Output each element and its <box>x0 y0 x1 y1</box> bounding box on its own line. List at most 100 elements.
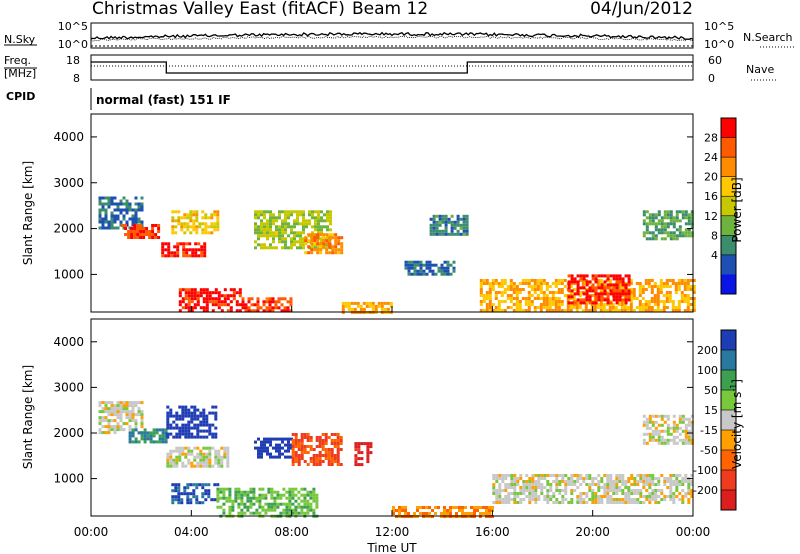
heatmap-cell <box>515 297 519 300</box>
heatmap-cell <box>180 228 184 232</box>
heatmap-cell <box>116 410 120 414</box>
heatmap-cell <box>675 474 679 477</box>
heatmap-cell <box>648 432 652 436</box>
heatmap-cell <box>659 288 663 291</box>
heatmap-cell <box>195 228 199 232</box>
heatmap-cell <box>157 230 161 233</box>
heatmap-cell <box>176 242 180 246</box>
heatmap-cell <box>615 483 619 486</box>
heatmap-cell <box>657 435 661 439</box>
heatmap-cell <box>166 414 170 418</box>
heatmap-cell <box>576 480 580 483</box>
heatmap-cell <box>515 300 519 303</box>
range-tick-label: 2000 <box>53 222 84 236</box>
heatmap-cell <box>222 496 226 500</box>
heatmap-cell <box>398 512 401 515</box>
heatmap-cell <box>521 279 525 282</box>
heatmap-cell <box>337 251 341 255</box>
heatmap-cell <box>561 480 565 483</box>
heatmap-cell <box>536 294 540 297</box>
heatmap-cell <box>198 501 202 505</box>
heatmap-cell <box>506 297 510 300</box>
heatmap-cell <box>690 489 694 492</box>
heatmap-cell <box>281 234 284 238</box>
heatmap-cell <box>582 498 586 501</box>
heatmap-cell <box>555 474 559 477</box>
heatmap-cell <box>449 512 452 515</box>
heatmap-cell <box>536 288 540 291</box>
heatmap-cell <box>516 492 520 495</box>
heatmap-cell <box>683 288 687 291</box>
heatmap-cell <box>166 426 170 430</box>
heatmap-cell <box>440 263 444 267</box>
heatmap-cell <box>186 222 190 226</box>
heatmap-cell <box>539 306 543 309</box>
heatmap-cell <box>110 410 114 414</box>
heatmap-cell <box>275 449 278 453</box>
heatmap-cell <box>651 474 655 477</box>
colorbar-segment <box>721 235 736 256</box>
heatmap-cell <box>171 501 175 505</box>
heatmap-cell <box>136 227 140 230</box>
velocity-colorbar-label-end: ] <box>730 379 744 384</box>
heatmap-cell <box>269 455 272 459</box>
heatmap-cell <box>651 483 655 486</box>
heatmap-cell <box>288 511 292 515</box>
heatmap-cell <box>531 480 535 483</box>
heatmap-cell <box>217 458 221 462</box>
heatmap-cell <box>196 429 200 433</box>
heatmap-cell <box>524 282 528 285</box>
heatmap-cell <box>594 483 598 486</box>
heatmap-cell <box>171 219 175 223</box>
heatmap-cell <box>635 282 639 285</box>
heatmap-cell <box>645 423 649 427</box>
heatmap-cell <box>540 492 544 495</box>
heatmap-cell <box>297 496 301 500</box>
heatmap-cell <box>302 240 305 244</box>
heatmap-cell <box>684 477 688 480</box>
heatmap-cell <box>177 495 181 499</box>
heatmap-cell <box>588 498 592 501</box>
heatmap-cell <box>401 509 404 512</box>
heatmap-cell <box>110 428 114 432</box>
heatmap-cell <box>495 492 499 495</box>
heatmap-cell <box>229 294 233 298</box>
heatmap-cell <box>308 210 311 214</box>
heatmap-cell <box>425 266 429 270</box>
heatmap-cell <box>485 309 489 312</box>
heatmap-cell <box>462 232 466 236</box>
heatmap-cell <box>542 291 546 294</box>
heatmap-cell <box>186 495 190 499</box>
heatmap-cell <box>151 224 155 227</box>
heatmap-cell <box>260 222 263 226</box>
heatmap-cell <box>558 492 562 495</box>
heatmap-cell <box>639 501 643 504</box>
heatmap-cell <box>545 306 549 309</box>
heatmap-cell <box>606 489 610 492</box>
heatmap-cell <box>567 301 571 305</box>
heatmap-cell <box>521 288 525 291</box>
heatmap-cell <box>446 263 450 267</box>
heatmap-cell <box>435 232 439 236</box>
heatmap-cell <box>198 225 202 229</box>
heatmap-cell <box>175 446 179 450</box>
heatmap-cell <box>257 437 260 441</box>
heatmap-cell <box>687 417 691 421</box>
heatmap-cell <box>284 222 287 226</box>
heatmap-cell <box>307 233 311 237</box>
heatmap-cell <box>530 303 534 306</box>
heatmap-cell <box>506 285 510 288</box>
heatmap-cell <box>516 501 520 504</box>
heatmap-cell <box>303 511 307 515</box>
heatmap-cell <box>455 506 458 509</box>
heatmap-cell <box>139 224 143 227</box>
heatmap-cell <box>226 303 230 307</box>
heatmap-cell <box>124 233 128 236</box>
heatmap-cell <box>570 277 574 281</box>
colorbar-tick-label: -50 <box>700 444 718 457</box>
heatmap-cell <box>515 306 519 309</box>
heatmap-cell <box>291 439 295 442</box>
heatmap-cell <box>280 297 284 301</box>
heatmap-cell <box>244 306 248 310</box>
